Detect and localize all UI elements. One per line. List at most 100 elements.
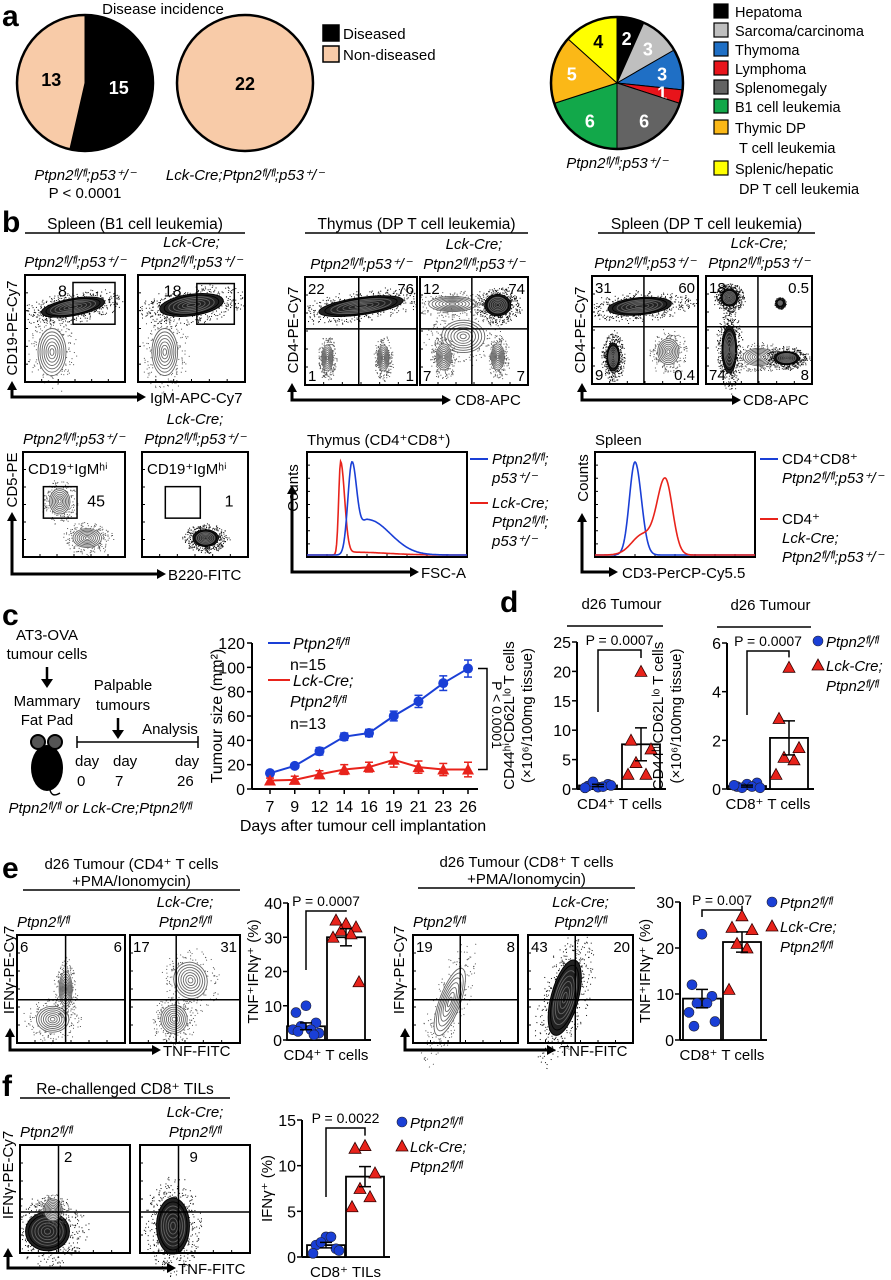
event-dot bbox=[51, 301, 53, 303]
event-dot bbox=[603, 352, 605, 354]
event-dot bbox=[482, 305, 484, 307]
event-dot bbox=[39, 317, 41, 319]
event-dot bbox=[674, 312, 676, 314]
event-dot bbox=[719, 323, 721, 325]
event-dot bbox=[772, 349, 774, 351]
event-dot bbox=[384, 343, 386, 345]
event-dot bbox=[79, 317, 82, 319]
event-dot bbox=[488, 344, 490, 346]
event-dot bbox=[661, 294, 663, 296]
contour bbox=[491, 345, 504, 369]
event-dot bbox=[674, 338, 676, 340]
event-dot bbox=[513, 305, 515, 307]
event-dot bbox=[605, 356, 607, 358]
event-dot bbox=[741, 301, 743, 303]
event-dot bbox=[59, 330, 61, 332]
event-dot bbox=[448, 344, 450, 346]
event-dot bbox=[166, 316, 168, 319]
event-dot bbox=[772, 343, 774, 345]
event-dot bbox=[319, 365, 321, 367]
event-dot bbox=[38, 326, 40, 328]
event-dot bbox=[326, 296, 328, 298]
event-dot bbox=[64, 317, 66, 319]
event-dot bbox=[386, 336, 388, 338]
cell-population bbox=[473, 287, 523, 327]
event-dot bbox=[632, 320, 634, 322]
event-dot bbox=[735, 290, 737, 292]
event-dot bbox=[632, 315, 634, 318]
event-dot bbox=[678, 334, 680, 336]
event-dot bbox=[733, 306, 735, 308]
event-dot bbox=[681, 296, 683, 298]
event-dot bbox=[187, 292, 189, 294]
event-dot bbox=[606, 368, 608, 370]
event-dot bbox=[231, 304, 233, 307]
event-dot bbox=[323, 368, 325, 370]
event-dot bbox=[609, 372, 611, 374]
event-dot bbox=[176, 367, 178, 369]
event-dot bbox=[203, 322, 206, 324]
event-dot bbox=[600, 303, 602, 305]
event-dot bbox=[737, 296, 739, 298]
event-dot bbox=[802, 362, 804, 364]
event-dot bbox=[617, 338, 619, 340]
event-dot bbox=[486, 317, 488, 319]
event-dot bbox=[379, 373, 381, 375]
event-dot bbox=[170, 294, 172, 296]
event-dot bbox=[606, 319, 608, 321]
event-dot bbox=[618, 320, 620, 322]
event-dot bbox=[614, 295, 616, 297]
slice-label: 5 bbox=[567, 64, 577, 84]
event-dot bbox=[614, 336, 616, 338]
event-dot bbox=[30, 322, 32, 324]
event-dot bbox=[163, 391, 165, 393]
event-dot bbox=[171, 328, 173, 330]
event-dot bbox=[756, 369, 758, 371]
event-dot bbox=[35, 306, 38, 308]
event-dot bbox=[387, 371, 389, 373]
event-dot bbox=[742, 292, 744, 294]
event-dot bbox=[497, 341, 499, 343]
event-dot bbox=[77, 315, 79, 317]
event-dot bbox=[170, 320, 172, 322]
event-dot bbox=[477, 297, 479, 299]
event-dot bbox=[611, 374, 613, 376]
event-dot bbox=[596, 305, 598, 308]
event-dot bbox=[503, 292, 505, 294]
event-dot bbox=[190, 322, 192, 324]
event-dot bbox=[334, 320, 337, 322]
event-dot bbox=[474, 309, 476, 311]
event-dot bbox=[41, 319, 44, 321]
event-dot bbox=[495, 292, 497, 294]
event-dot bbox=[722, 375, 724, 377]
event-dot bbox=[406, 291, 408, 293]
event-dot bbox=[614, 339, 616, 341]
event-dot bbox=[424, 313, 426, 315]
event-dot bbox=[519, 311, 521, 313]
event-dot bbox=[422, 310, 424, 312]
event-dot bbox=[615, 339, 617, 341]
event-dot bbox=[168, 296, 170, 298]
event-dot bbox=[478, 294, 480, 296]
event-dot bbox=[599, 318, 601, 320]
event-dot bbox=[443, 320, 445, 322]
legend-label: B1 cell leukemia bbox=[735, 100, 842, 116]
event-dot bbox=[620, 350, 622, 352]
event-dot bbox=[431, 332, 433, 334]
event-dot bbox=[672, 363, 674, 365]
event-dot bbox=[724, 371, 726, 373]
event-dot bbox=[624, 296, 626, 299]
event-dot bbox=[720, 361, 722, 363]
event-dot bbox=[663, 311, 665, 313]
pie-outline bbox=[15, 13, 155, 153]
event-dot bbox=[674, 336, 676, 338]
legend-swatch bbox=[713, 160, 729, 176]
event-dot bbox=[614, 380, 616, 382]
event-dot bbox=[57, 382, 59, 384]
event-dot bbox=[118, 298, 120, 301]
event-dot bbox=[384, 287, 386, 289]
contour bbox=[163, 294, 220, 316]
event-dot bbox=[464, 312, 466, 314]
event-dot bbox=[729, 320, 731, 322]
event-dot bbox=[489, 368, 491, 370]
